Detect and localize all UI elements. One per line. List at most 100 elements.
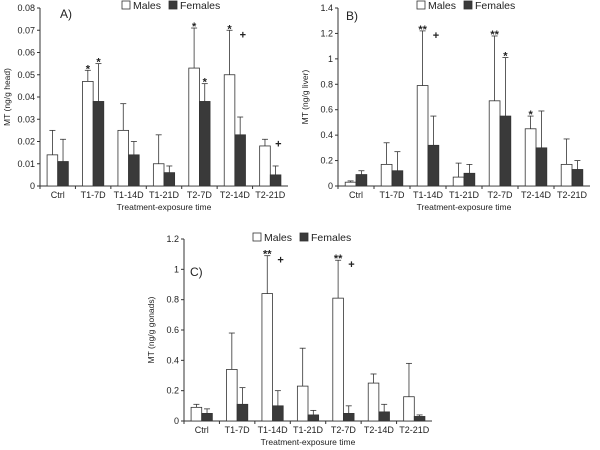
bar-females xyxy=(343,413,355,422)
legend-swatch-males xyxy=(121,0,131,10)
bar-males xyxy=(488,100,501,187)
bar-females xyxy=(535,147,548,187)
bar-females xyxy=(269,174,282,187)
bar-females xyxy=(413,416,426,422)
x-tick-label: T1-21D xyxy=(149,190,180,200)
legend-label-males: Males xyxy=(428,0,456,12)
y-tick-label: 1 xyxy=(174,264,179,274)
bar-females xyxy=(272,405,284,422)
significance-plus: + xyxy=(240,29,246,41)
significance-star: * xyxy=(96,57,101,69)
bar-females xyxy=(571,169,584,187)
bar-males xyxy=(344,181,357,187)
y-axis-label: MT (ng/g liver) xyxy=(300,70,310,125)
significance-star: * xyxy=(203,77,208,89)
bar-females xyxy=(201,413,213,422)
x-tick-label: T1-14D xyxy=(258,425,289,435)
legend-swatch-females xyxy=(168,0,178,10)
significance-star: * xyxy=(192,21,197,33)
bar-males xyxy=(223,74,236,187)
significance-star: ** xyxy=(490,29,499,41)
x-tick-label: T1-14D xyxy=(114,190,145,200)
bar-males xyxy=(332,297,344,422)
bar-males xyxy=(416,85,429,187)
bar-females xyxy=(427,144,440,187)
significance-plus: + xyxy=(275,138,281,150)
x-tick-label: T2-21D xyxy=(557,190,588,200)
x-tick-label: T2-7D xyxy=(487,190,513,200)
bar-males xyxy=(380,163,393,187)
bar-males xyxy=(296,385,309,422)
y-tick-label: 0.6 xyxy=(166,325,179,335)
y-tick-label: 0.06 xyxy=(17,48,35,58)
bar-males xyxy=(560,163,573,187)
bar-females xyxy=(391,170,404,187)
legend-label-females: Females xyxy=(180,0,220,12)
bar-males xyxy=(188,67,200,187)
bar-females xyxy=(236,403,249,422)
x-tick-label: Ctrl xyxy=(349,190,363,200)
bar-males xyxy=(261,293,273,422)
y-tick-label: 0.8 xyxy=(166,295,179,305)
y-tick-label: 1 xyxy=(328,54,333,64)
y-tick-label: 0 xyxy=(30,181,35,191)
chart-panel-2: 0 0.2 0.4 0.6 0.8 1 1.2 1.4 Ctrl T1-7D T1-14D T1-21… xyxy=(300,0,590,212)
y-tick-label: 0.02 xyxy=(17,137,35,147)
legend-label-males: Males xyxy=(133,0,161,12)
bar-females xyxy=(57,161,69,187)
chart-panel-3: 0 0.2 0.4 0.6 0.8 1 1.2 Ctrl T1-7D T1-14D T1-21D T2… xyxy=(146,232,432,447)
y-tick-label: 0 xyxy=(174,416,179,426)
legend-swatch-females xyxy=(299,232,309,242)
x-tick-label: T2-21D xyxy=(255,190,286,200)
bar-males xyxy=(82,81,94,187)
y-tick-label: 0.2 xyxy=(320,156,333,166)
y-axis-label: MT (ng/g head) xyxy=(2,68,12,126)
significance-plus: + xyxy=(277,255,283,267)
bar-females xyxy=(307,414,320,422)
y-tick-label: 0.8 xyxy=(320,79,333,89)
legend-swatch-females xyxy=(463,0,473,10)
x-tick-label: T1-7D xyxy=(81,190,107,200)
x-tick-label: T2-7D xyxy=(331,425,357,435)
bar-females xyxy=(234,134,246,187)
x-axis-label: Treatment-exposure time xyxy=(261,437,356,447)
bar-males xyxy=(367,382,380,422)
y-tick-label: 0.07 xyxy=(17,25,35,35)
y-tick-label: 0.01 xyxy=(17,159,35,169)
bar-females xyxy=(92,101,105,187)
x-axis-label: Treatment-exposure time xyxy=(417,202,512,212)
x-tick-label: T1-7D xyxy=(379,190,405,200)
bar-males xyxy=(190,406,203,422)
y-tick-label: 0.03 xyxy=(17,114,35,124)
bar-males xyxy=(117,129,129,187)
y-tick-label: 0 xyxy=(328,181,333,191)
legend-label-males: Males xyxy=(264,232,292,244)
x-tick-label: T2-7D xyxy=(187,190,213,200)
x-tick-label: T1-21D xyxy=(293,425,324,435)
y-tick-label: 0.6 xyxy=(320,105,333,115)
significance-star: ** xyxy=(334,253,343,265)
x-tick-label: T1-21D xyxy=(449,190,480,200)
y-tick-label: 0.05 xyxy=(17,70,35,80)
chart-panel-1: 0 0.01 0.02 0.03 0.04 0.05 0.06 0.07 0.08 Ctrl T1-… xyxy=(2,0,288,212)
bar-males xyxy=(524,128,537,187)
bar-females xyxy=(163,172,176,187)
bar-females xyxy=(463,172,476,187)
x-tick-label: T1-14D xyxy=(413,190,444,200)
y-tick-label: 0.4 xyxy=(320,130,333,140)
y-tick-label: 1.4 xyxy=(320,3,333,13)
legend-label-females: Females xyxy=(311,232,351,244)
legend-swatch-males xyxy=(416,0,426,10)
y-tick-label: 1.2 xyxy=(320,28,333,38)
significance-star: * xyxy=(503,51,508,63)
y-axis-label: MT (ng/g gonads) xyxy=(146,296,156,363)
significance-plus: + xyxy=(433,30,439,42)
legend-swatch-males xyxy=(252,232,262,242)
bar-females xyxy=(378,411,390,422)
bar-males xyxy=(46,154,59,187)
x-tick-label: T1-7D xyxy=(225,425,251,435)
x-tick-label: T2-14D xyxy=(220,190,251,200)
bar-females xyxy=(355,174,368,187)
x-tick-label: Ctrl xyxy=(195,425,209,435)
